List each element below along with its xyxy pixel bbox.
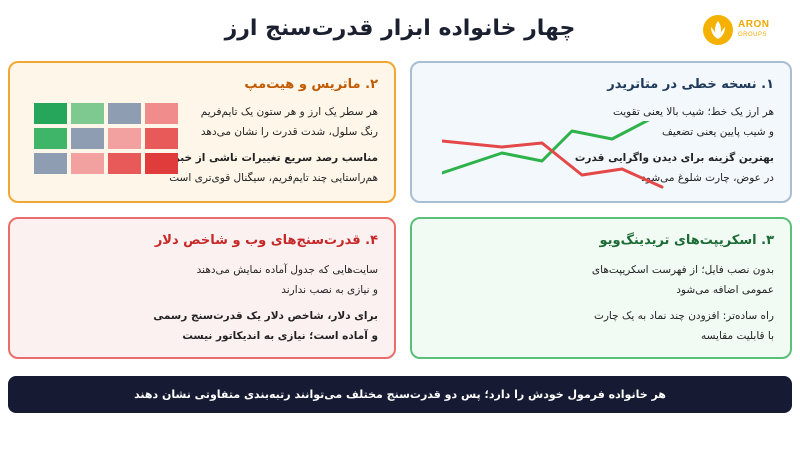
page-title: چهار خانواده ابزار قدرت‌سنج ارز xyxy=(224,16,576,41)
heatmap-grid xyxy=(34,103,179,175)
logo-subtitle: GROUPS xyxy=(738,32,768,38)
heatmap-cell xyxy=(71,103,104,124)
red-line xyxy=(442,139,664,189)
heatmap-cell xyxy=(71,128,104,149)
card-text-line: هم‌راستایی چند تایم‌فریم، سیگنال قوی‌تری… xyxy=(169,172,378,184)
card-text-line: رنگ سلول، شدت قدرت را نشان می‌دهد xyxy=(200,126,378,138)
card-text-line: در عوض، چارت شلوغ می‌شود xyxy=(641,172,774,184)
green-line xyxy=(442,121,650,175)
card-text-line: راه ساده‌تر: افزودن چند نماد به یک چارت xyxy=(593,310,774,322)
card-heading: ۱. نسخه خطی در متاتریدر xyxy=(607,77,774,92)
card-heading: ۲. ماتریس و هیت‌مپ xyxy=(244,77,378,92)
card-text-line: هر سطر یک ارز و هر ستون یک تایم‌فریم xyxy=(200,106,378,118)
heatmap-cell xyxy=(145,103,178,124)
logo-name: ARON xyxy=(738,19,770,30)
card-text-line: و شیب پایین یعنی تضعیف xyxy=(662,126,774,138)
card-bold-line: برای دلار، شاخص دلار یک قدرت‌سنج رسمی xyxy=(153,310,378,322)
logo: ARON GROUPS xyxy=(703,12,785,48)
card-bold-line: و آماده است؛ نیازی به اندیکاتور نیست xyxy=(182,330,378,342)
heatmap-cell xyxy=(34,153,67,174)
card-matrix-heatmap: ۲. ماتریس و هیت‌مپ هر سطر یک ارز و هر ست… xyxy=(8,61,396,203)
footer-banner: هر خانواده فرمول خودش را دارد؛ پس دو قدر… xyxy=(8,376,792,413)
card-bold-line: بهترین گزینه برای دیدن واگرایی قدرت xyxy=(574,152,774,164)
heatmap-cell xyxy=(34,103,67,124)
card-heading: ۳. اسکریپت‌های تریدینگ‌ویو xyxy=(599,233,774,248)
card-text-line: با قابلیت مقایسه xyxy=(701,330,774,342)
card-text-line: هر ارز یک خط؛ شیب بالا یعنی تقویت xyxy=(612,106,774,118)
card-tradingview-scripts: ۳. اسکریپت‌های تریدینگ‌ویو بدون نصب فایل… xyxy=(410,217,792,359)
heatmap-cell xyxy=(145,128,178,149)
card-web-dollar-index: ۴. قدرت‌سنج‌های وب و شاخص دلار سایت‌هایی… xyxy=(8,217,396,359)
heatmap-cell xyxy=(34,128,67,149)
card-heading: ۴. قدرت‌سنج‌های وب و شاخص دلار xyxy=(154,233,378,248)
card-text-line: بدون نصب فایل؛ از فهرست اسکریپت‌های xyxy=(591,264,774,276)
heatmap-cell xyxy=(108,153,141,174)
logo-icon xyxy=(703,15,733,45)
card-text-line: و نیازی به نصب ندارند xyxy=(281,284,378,296)
card-text-line: سایت‌هایی که جدول آماده نمایش می‌دهند xyxy=(196,264,378,276)
heatmap-cell xyxy=(71,153,104,174)
card-bold-line: مناسب رصد سریع تغییرات ناشی از خبر xyxy=(173,152,378,164)
heatmap-cell xyxy=(108,128,141,149)
heatmap-cell xyxy=(108,103,141,124)
heatmap-cell xyxy=(145,153,178,174)
line-chart-illustration xyxy=(442,121,664,189)
card-metatrader-line: ۱. نسخه خطی در متاتریدر هر ارز یک خط؛ شی… xyxy=(410,61,792,203)
card-text-line: عمومی اضافه می‌شود xyxy=(676,284,774,296)
